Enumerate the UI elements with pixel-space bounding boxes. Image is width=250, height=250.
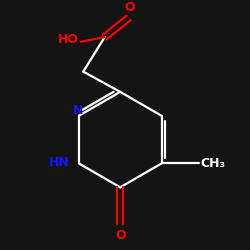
Text: O: O xyxy=(124,2,135,15)
Text: CH₃: CH₃ xyxy=(200,157,226,170)
Text: N: N xyxy=(72,104,83,117)
Text: O: O xyxy=(115,229,126,242)
Text: HN: HN xyxy=(49,156,70,169)
Text: HO: HO xyxy=(58,34,78,46)
